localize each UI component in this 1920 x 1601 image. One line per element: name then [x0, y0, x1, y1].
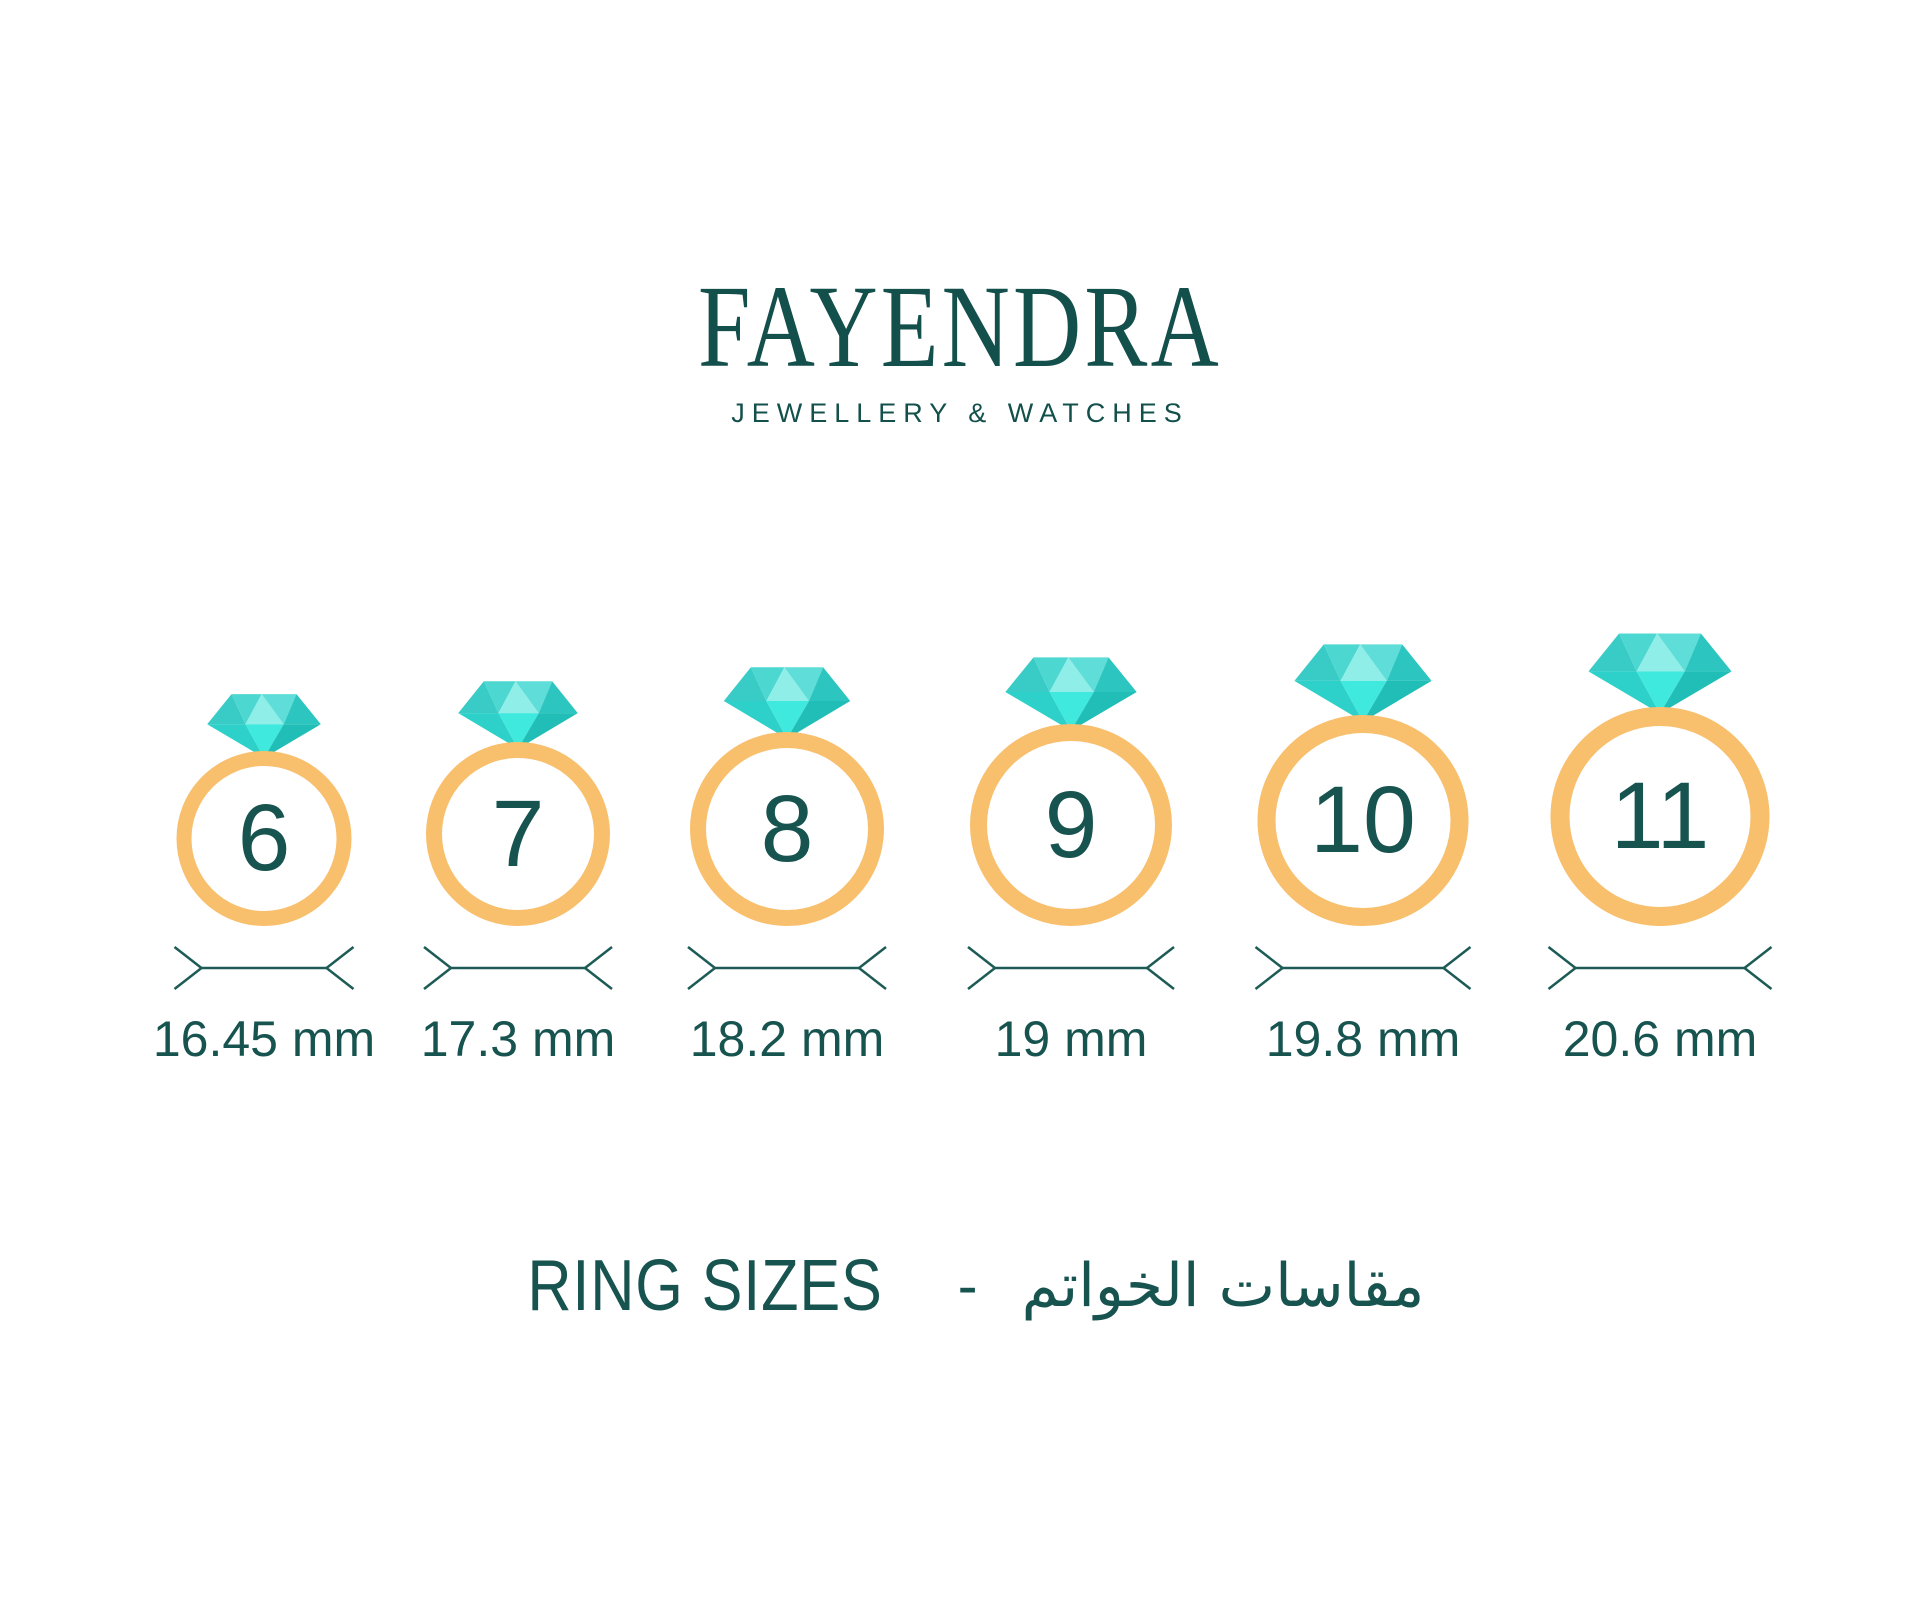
diameter-label: 17.3 mm [420, 1011, 616, 1067]
chart-title-english: RING SIZES [526, 1246, 883, 1326]
ring-size-number: 9 [1044, 771, 1098, 878]
ring-item: 8 18.2 mm [686, 0, 888, 1601]
diameter-dimension-line [687, 946, 887, 990]
diamond-icon [723, 667, 851, 739]
diamond-icon [1005, 657, 1137, 731]
diamond-icon [458, 681, 578, 749]
diameter-label: 19 mm [994, 1011, 1148, 1067]
ring-size-number: 8 [760, 775, 814, 882]
brand-name: FAYENDRA [698, 261, 1222, 392]
diameter-label: 18.2 mm [689, 1011, 885, 1067]
ring-item: 9 19 mm [966, 0, 1176, 1601]
diamond-icon [1588, 633, 1732, 714]
ring-band: 11 [1550, 707, 1770, 926]
diameter-dimension-line [173, 946, 355, 990]
ring-item: 6 16.45 mm [153, 0, 375, 1601]
diameter-label: 16.45 mm [152, 1011, 376, 1067]
ring-item: 10 19.8 mm [1254, 0, 1473, 1601]
brand-logo: FAYENDRA JEWELLERY & WATCHES [0, 268, 1920, 429]
ring-band: 7 [426, 742, 610, 926]
ring-size-number: 11 [1610, 763, 1710, 869]
ring-item: 11 20.6 mm [1547, 0, 1774, 1601]
brand-tagline: JEWELLERY & WATCHES [731, 398, 1189, 428]
diameter-dimension-line [1254, 946, 1472, 990]
ring-size-number: 6 [237, 785, 291, 891]
diameter-dimension-line [1547, 946, 1773, 990]
diameter-dimension-line [423, 946, 613, 990]
ring-size-number: 7 [491, 780, 545, 887]
diamond-icon [1294, 644, 1432, 722]
ring-band: 9 [970, 724, 1172, 926]
diameter-label: 19.8 mm [1265, 1011, 1461, 1067]
chart-title-arabic: مقاسات الخواتم [1021, 1251, 1425, 1321]
ring-band: 6 [176, 751, 352, 926]
diameter-dimension-line [967, 946, 1175, 990]
chart-title: RING SIZES - مقاسات الخواتم [0, 1245, 1920, 1327]
ring-band: 8 [690, 732, 884, 926]
diameter-label: 20.6 mm [1562, 1011, 1758, 1067]
ring-size-number: 10 [1310, 767, 1416, 873]
diamond-icon [207, 694, 321, 758]
chart-title-separator: - [957, 1252, 978, 1319]
ring-band: 10 [1257, 715, 1469, 926]
ring-item: 7 17.3 mm [420, 0, 616, 1601]
